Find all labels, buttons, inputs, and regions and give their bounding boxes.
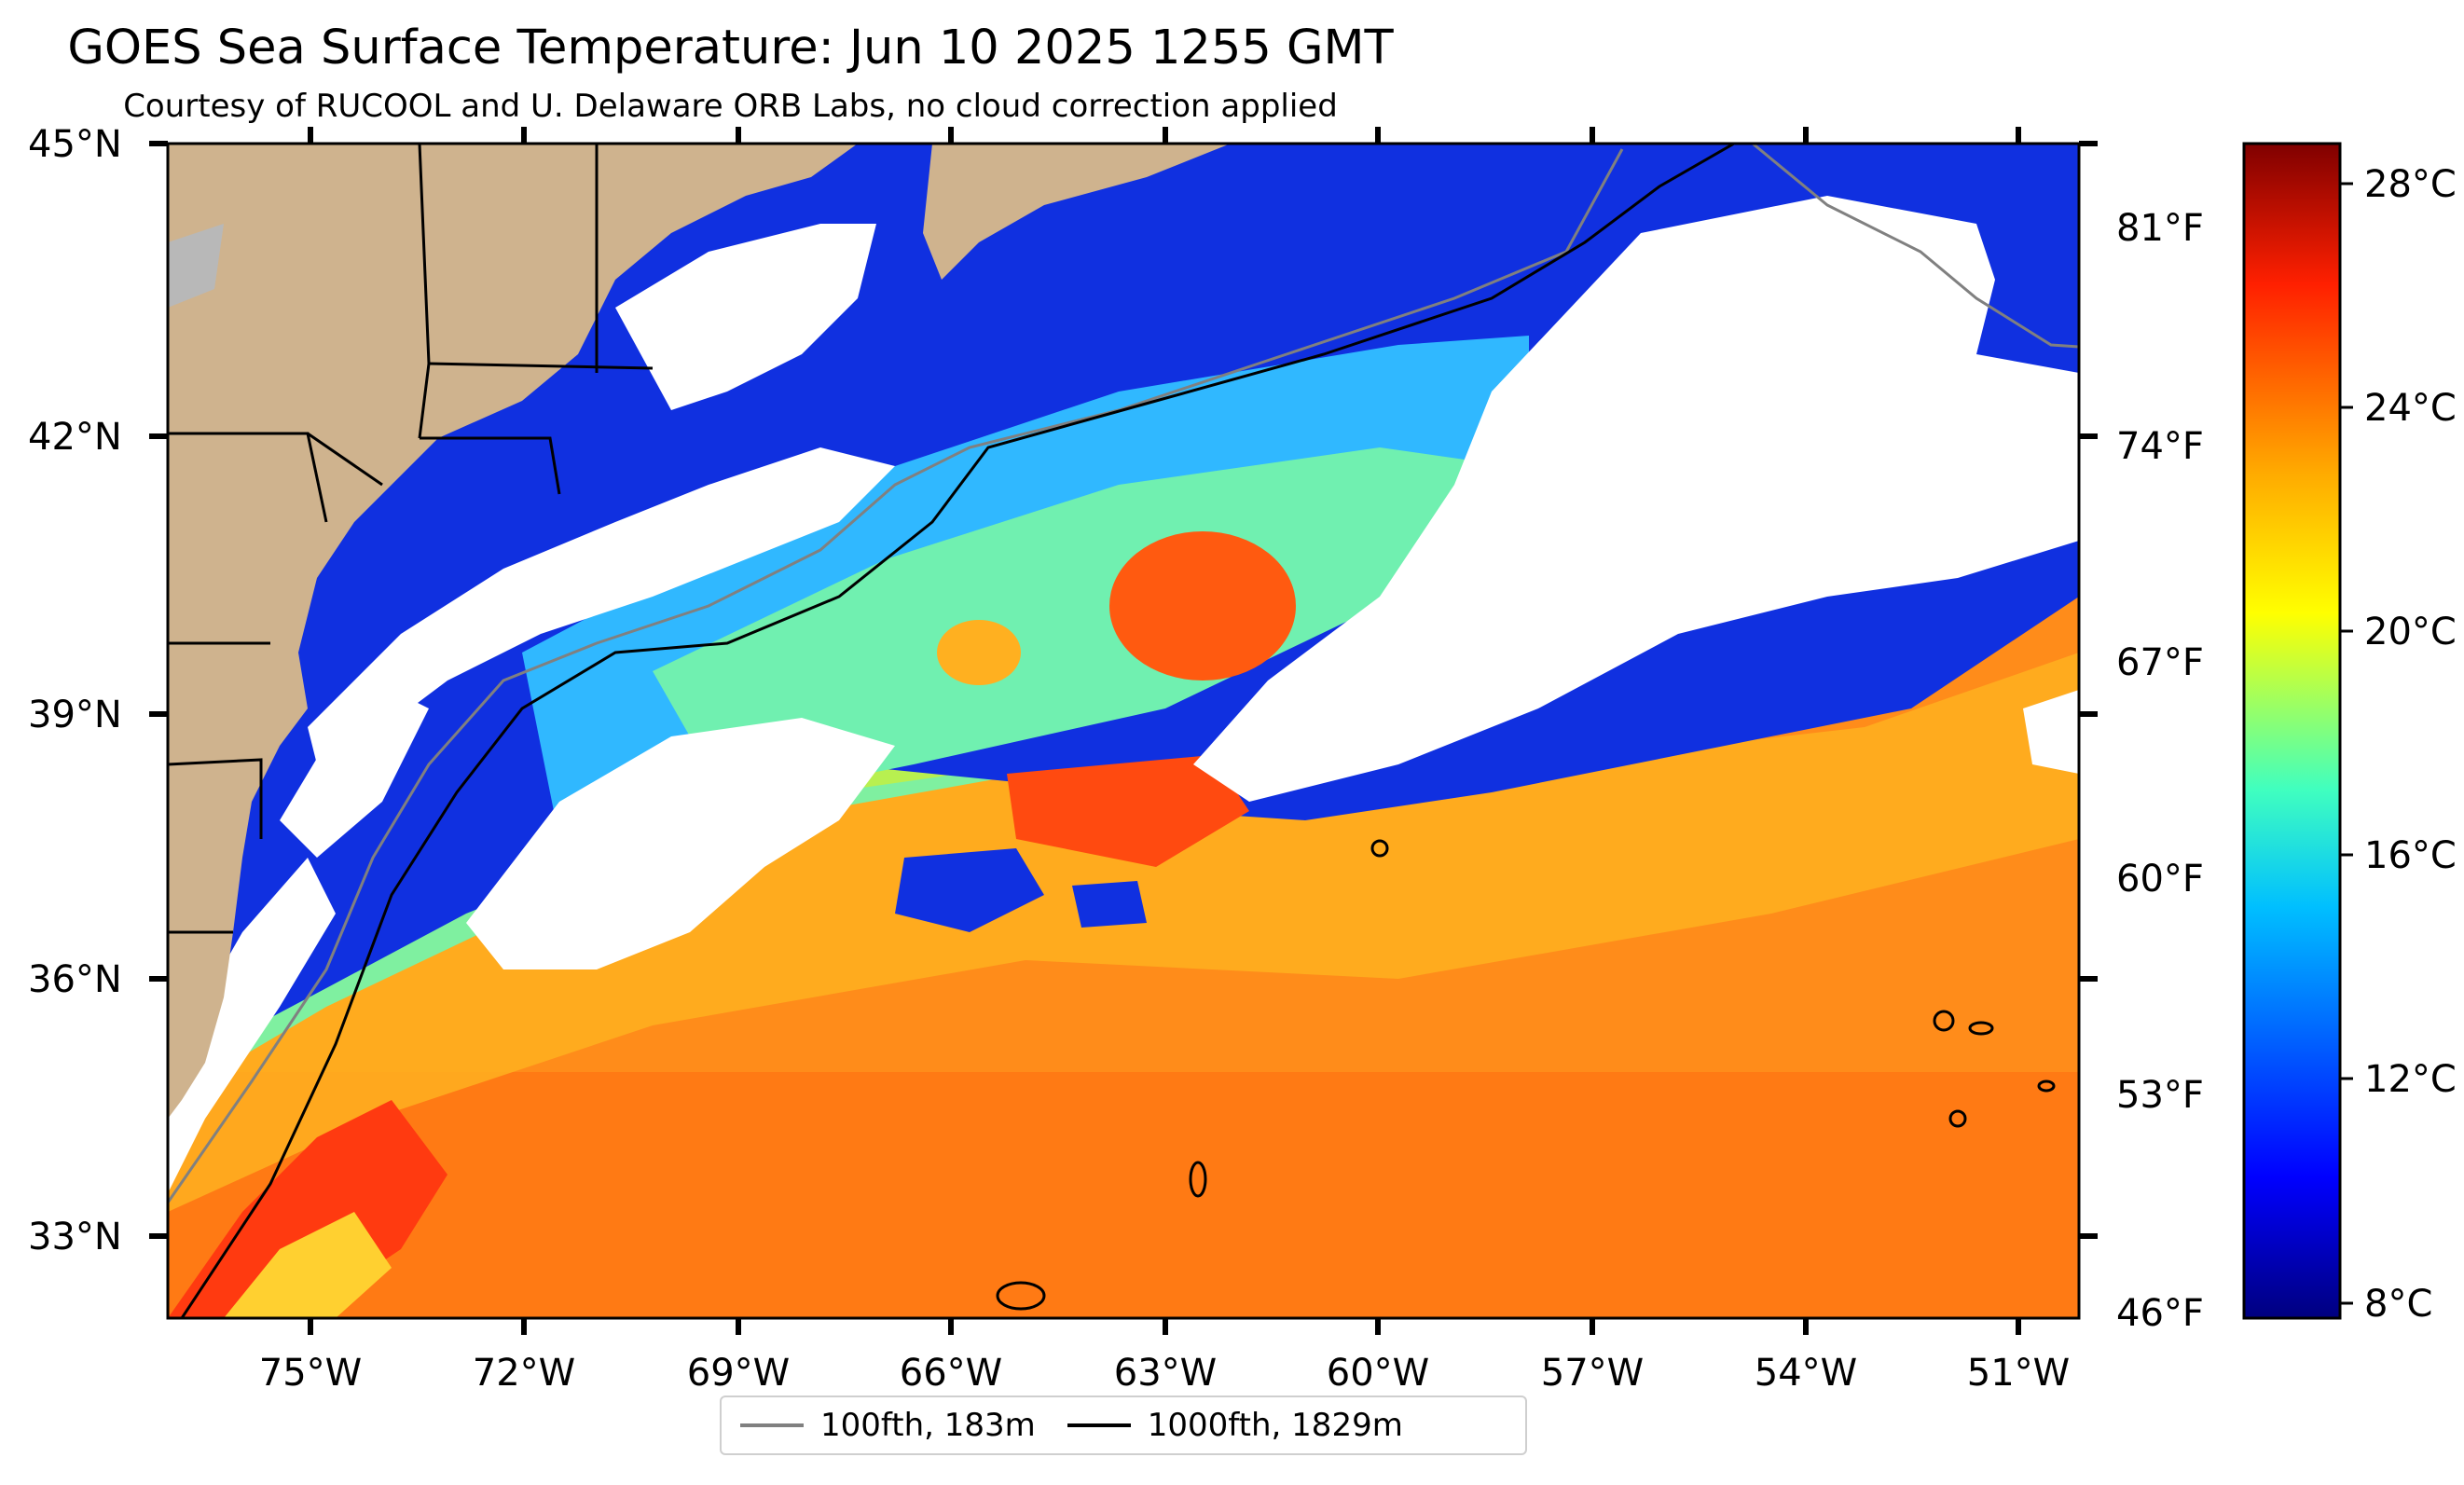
colorbar-label-24: 24°C xyxy=(2364,387,2457,430)
colorbar: 28°C 24°C 20°C 16°C 12°C 8°C xyxy=(2242,142,2457,1326)
fahrenheit-label-53: 53°F xyxy=(2116,1074,2204,1117)
isobath-legend: 100fth, 183m 1000fth, 1829m xyxy=(720,1396,1527,1455)
fahrenheit-label-60: 60°F xyxy=(2116,858,2204,901)
lon-label-69: 69°W xyxy=(687,1352,790,1395)
isobath-1000fth xyxy=(180,144,1735,1318)
legend-label-1000fth: 1000fth, 1829m xyxy=(1147,1407,1403,1444)
fahrenheit-label-67: 67°F xyxy=(2116,641,2204,684)
map-frame xyxy=(166,142,2081,1320)
lon-label-51: 51°W xyxy=(1967,1352,2070,1395)
legend-item-1000fth: 1000fth, 1829m xyxy=(1067,1407,1403,1444)
cloud-cover xyxy=(1193,196,2079,802)
isobath-100fth xyxy=(168,148,1624,1203)
lon-label-75: 75°W xyxy=(259,1352,362,1395)
fahrenheit-label-81: 81°F xyxy=(2116,207,2204,250)
colorbar-label-8: 8°C xyxy=(2364,1283,2432,1326)
lat-label-39: 39°N xyxy=(28,694,122,736)
fahrenheit-axis: 81°F 74°F 67°F 60°F 53°F 46°F xyxy=(2079,141,2204,1335)
lon-label-66: 66°W xyxy=(900,1352,1002,1395)
legend-label-100fth: 100fth, 183m xyxy=(820,1407,1036,1444)
map-subtitle: Courtesy of RUCOOL and U. Delaware ORB L… xyxy=(123,88,1338,125)
legend-item-100fth: 100fth, 183m xyxy=(740,1407,1036,1444)
fahrenheit-label-46: 46°F xyxy=(2116,1292,2204,1335)
lon-label-57: 57°W xyxy=(1541,1352,1644,1395)
land xyxy=(168,144,858,1119)
seamounts xyxy=(996,839,2056,1311)
fahrenheit-label-74: 74°F xyxy=(2116,425,2204,468)
lat-label-33: 33°N xyxy=(28,1216,122,1258)
transition-band xyxy=(168,653,2079,1212)
lon-label-60: 60°W xyxy=(1327,1352,1429,1395)
lon-axis: 75°W 72°W 69°W 66°W 63°W 60°W 57°W 54°W … xyxy=(259,127,2070,1395)
lat-label-36: 36°N xyxy=(28,958,122,1001)
lat-label-45: 45°N xyxy=(28,123,122,166)
colorbar-label-20: 20°C xyxy=(2364,611,2457,653)
legend-line-1000fth xyxy=(1067,1423,1131,1427)
colorbar-label-12: 12°C xyxy=(2364,1058,2457,1101)
lon-label-72: 72°W xyxy=(473,1352,575,1395)
map-title: GOES Sea Surface Temperature: Jun 10 202… xyxy=(67,21,1394,76)
lon-label-54: 54°W xyxy=(1755,1352,1857,1395)
lat-axis: 45°N 42°N 39°N 36°N 33°N xyxy=(28,123,168,1258)
colorbar-gradient xyxy=(2242,142,2342,1320)
colorbar-label-28: 28°C xyxy=(2364,163,2457,206)
state-boundaries xyxy=(168,144,654,934)
lat-label-42: 42°N xyxy=(28,416,122,459)
legend-line-100fth xyxy=(740,1423,804,1427)
colorbar-label-16: 16°C xyxy=(2364,834,2457,877)
lon-label-63: 63°W xyxy=(1114,1352,1217,1395)
map-panel xyxy=(168,144,2079,1318)
